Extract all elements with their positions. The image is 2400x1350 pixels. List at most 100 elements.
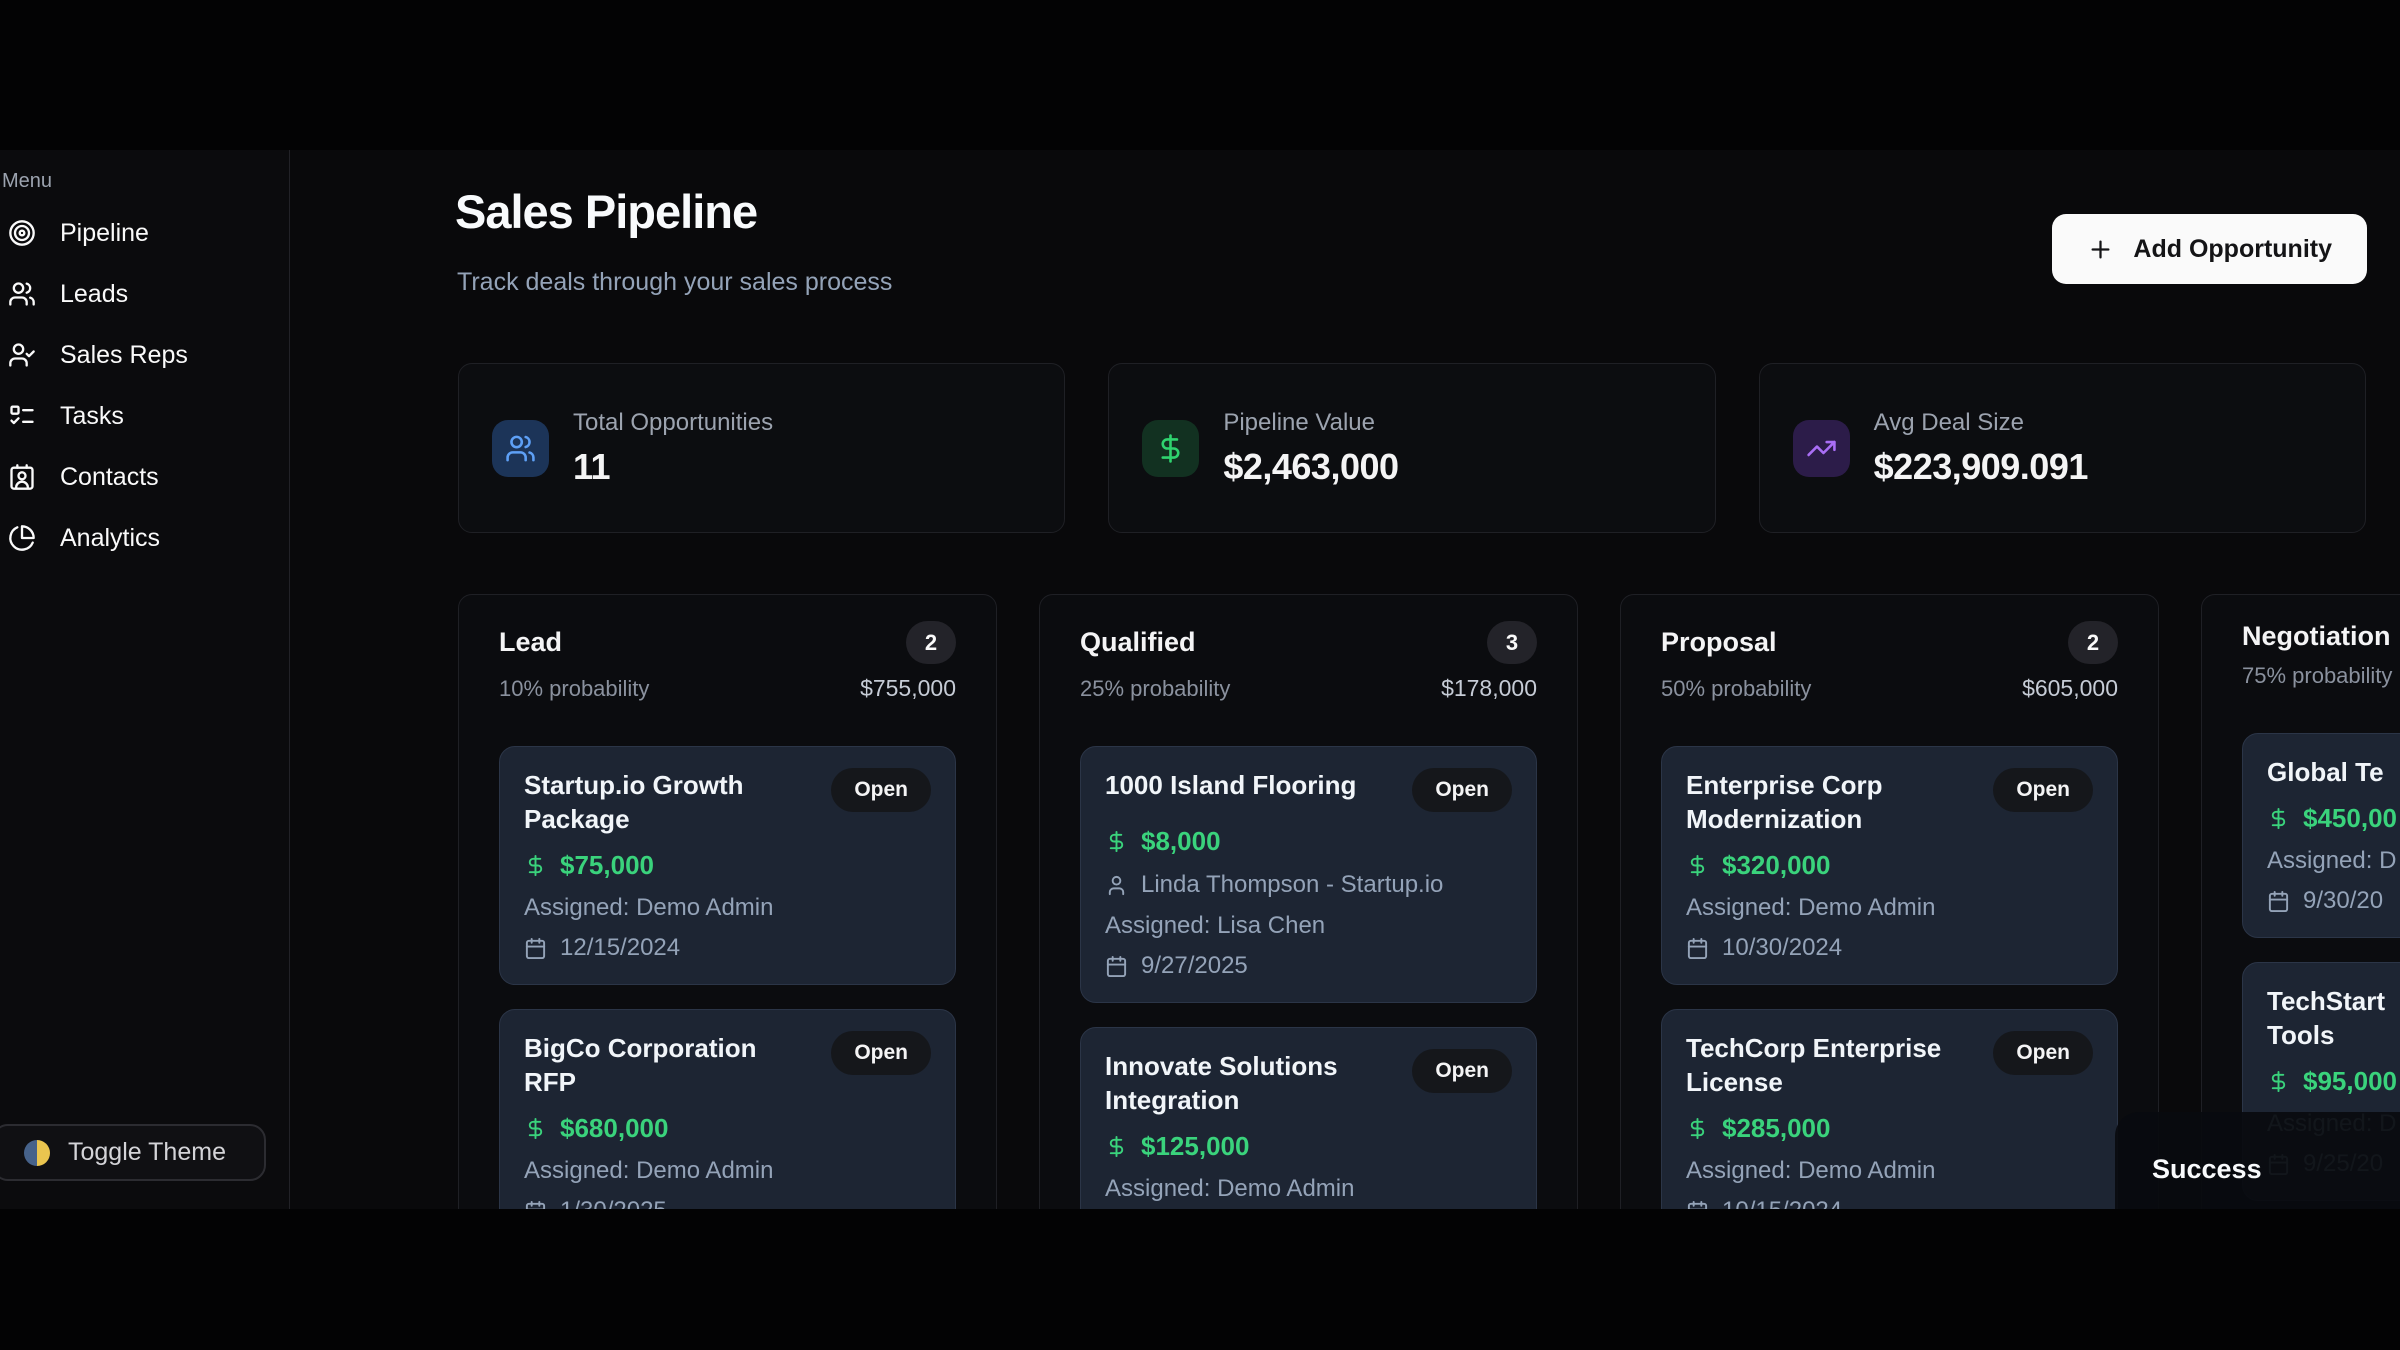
dollar-icon — [1142, 419, 1200, 477]
deal-status-badge: Open — [1993, 768, 2093, 812]
deal-card[interactable]: Enterprise Corp Modernization Open $320,… — [1661, 746, 2118, 985]
deal-title: TechStart Tools — [2267, 986, 2385, 1050]
deal-date-row: 9/30/20 — [2267, 887, 2400, 915]
dollar-sign-icon — [524, 1117, 547, 1140]
deal-date: 10/30/2024 — [1722, 934, 1843, 961]
deal-date: 9/27/2025 — [1141, 952, 1248, 979]
deal-status-badge: Open — [1412, 768, 1512, 812]
deal-title: Global Te — [2267, 757, 2384, 787]
page-subtitle: Track deals through your sales process — [457, 268, 893, 296]
dollar-sign-icon — [1105, 830, 1128, 853]
column-total: $605,000 — [2022, 675, 2118, 701]
pipeline-column-qualified: Qualified 3 25% probability $178,000 100… — [1039, 594, 1578, 1209]
deal-title: Innovate Solutions Integration — [1105, 1051, 1338, 1115]
deal-value: $8,000 — [1141, 826, 1221, 856]
dollar-sign-icon — [1105, 1135, 1128, 1158]
calendar-icon — [1105, 955, 1128, 978]
deal-value-row: $8,000 — [1105, 826, 1512, 857]
menu-label: Menu — [2, 170, 53, 192]
column-probability: 50% probability — [1661, 675, 1812, 701]
calendar-icon — [524, 1200, 547, 1209]
toggle-theme-button[interactable]: Toggle Theme — [0, 1124, 266, 1181]
deal-card[interactable]: 1000 Island Flooring Open $8,000 Linda T… — [1080, 746, 1537, 1003]
success-toast[interactable]: Success — [2115, 1112, 2400, 1209]
contact-icon — [8, 463, 36, 491]
deal-date: 10/15/2024 — [1722, 1197, 1842, 1209]
toggle-theme-label: Toggle Theme — [68, 1138, 226, 1166]
stat-card: Total Opportunities 11 — [458, 363, 1066, 533]
pipeline-column-lead: Lead 2 10% probability $755,000 Startup.… — [458, 594, 997, 1209]
stat-card: Avg Deal Size $223,909.091 — [1758, 363, 2366, 533]
pie-chart-icon — [8, 524, 36, 552]
column-count-badge: 3 — [1487, 621, 1537, 664]
main-content: Sales Pipeline Track deals through your … — [290, 150, 2400, 1209]
column-probability: 75% probability — [2242, 663, 2393, 688]
deal-date: 1/30/2025 — [560, 1197, 667, 1209]
column-cards: 1000 Island Flooring Open $8,000 Linda T… — [1080, 746, 1537, 1209]
deal-value-row: $450,00 — [2267, 803, 2400, 834]
deal-status-badge: Open — [831, 768, 931, 812]
deal-card[interactable]: Global Te $450,00 Assigned: D 9/30/20 — [2242, 733, 2400, 938]
column-probability: 25% probability — [1080, 675, 1231, 701]
deal-value: $95,000 — [2303, 1066, 2397, 1096]
deal-value: $125,000 — [1141, 1131, 1250, 1161]
theme-moon-icon — [24, 1139, 50, 1166]
deal-assigned-row: Assigned: Demo Admin — [524, 1157, 931, 1185]
app-window: Menu Pipeline Leads Sales Reps Tasks Con… — [0, 150, 2400, 1209]
kanban-board: Lead 2 10% probability $755,000 Startup.… — [458, 594, 2400, 1209]
stat-label: Avg Deal Size — [1873, 408, 2024, 436]
deal-contact-row: Linda Thompson - Startup.io — [1105, 871, 1512, 899]
deal-assigned: Assigned: Lisa Chen — [1105, 912, 1326, 939]
sidebar-menu: Pipeline Leads Sales Reps Tasks Contacts… — [0, 210, 275, 576]
deal-assigned-row: Assigned: Demo Admin — [1105, 1175, 1512, 1203]
deal-date-row: 10/15/2024 — [1686, 1197, 2093, 1209]
users-icon — [8, 280, 36, 308]
deal-card[interactable]: BigCo Corporation RFP Open $680,000 Assi… — [499, 1009, 956, 1209]
deal-assigned-row: Assigned: Lisa Chen — [1105, 912, 1512, 940]
sidebar-item-sales-reps[interactable]: Sales Reps — [0, 332, 275, 378]
stat-label: Pipeline Value — [1223, 408, 1375, 436]
sidebar-item-leads[interactable]: Leads — [0, 271, 275, 317]
add-opportunity-button[interactable]: Add Opportunity — [2052, 214, 2367, 284]
deal-status-badge: Open — [1412, 1049, 1512, 1093]
sidebar: Menu Pipeline Leads Sales Reps Tasks Con… — [0, 150, 290, 1209]
deal-date: 9/30/20 — [2303, 887, 2384, 914]
deal-card[interactable]: Startup.io Growth Package Open $75,000 A… — [499, 746, 956, 985]
pipeline-column-proposal: Proposal 2 50% probability $605,000 Ente… — [1620, 594, 2159, 1209]
sidebar-item-analytics[interactable]: Analytics — [0, 515, 275, 561]
calendar-icon — [1686, 937, 1709, 960]
sidebar-item-tasks[interactable]: Tasks — [0, 393, 275, 439]
toast-title: Success — [2152, 1154, 2262, 1184]
sidebar-item-contacts[interactable]: Contacts — [0, 454, 275, 500]
column-count-badge: 2 — [906, 621, 956, 664]
deal-status-badge: Open — [831, 1031, 931, 1075]
deal-contact: Linda Thompson - Startup.io — [1141, 871, 1444, 898]
calendar-icon — [524, 937, 547, 960]
deal-date-row: 12/15/2024 — [524, 934, 931, 962]
deal-assigned: Assigned: Demo Admin — [524, 1157, 774, 1184]
deal-card[interactable]: TechCorp Enterprise License Open $285,00… — [1661, 1009, 2118, 1209]
column-cards: Enterprise Corp Modernization Open $320,… — [1661, 746, 2118, 1209]
deal-value: $320,000 — [1722, 850, 1831, 880]
stat-value: $223,909.091 — [1873, 445, 2089, 487]
deal-card[interactable]: Innovate Solutions Integration Open $125… — [1080, 1027, 1537, 1209]
deal-value-row: $285,000 — [1686, 1113, 2093, 1144]
deal-title: Startup.io Growth Package — [524, 770, 744, 834]
deal-value: $450,00 — [2303, 803, 2397, 833]
deal-assigned: Assigned: Demo Admin — [1686, 1157, 1936, 1184]
deal-title: 1000 Island Flooring — [1105, 770, 1357, 800]
column-title: Negotiation — [2242, 621, 2391, 651]
add-opportunity-label: Add Opportunity — [2133, 234, 2332, 263]
dollar-sign-icon — [2267, 807, 2290, 830]
column-count-badge: 2 — [2068, 621, 2118, 664]
deal-status-badge: Open — [1993, 1031, 2093, 1075]
deal-value: $75,000 — [560, 850, 654, 880]
deal-assigned: Assigned: Demo Admin — [1105, 1175, 1355, 1202]
calendar-icon — [2267, 890, 2290, 913]
column-cards: Startup.io Growth Package Open $75,000 A… — [499, 746, 956, 1209]
user-icon — [1105, 874, 1128, 897]
deal-value-row: $75,000 — [524, 850, 931, 881]
target-icon — [8, 219, 36, 247]
sidebar-item-pipeline[interactable]: Pipeline — [0, 210, 275, 256]
